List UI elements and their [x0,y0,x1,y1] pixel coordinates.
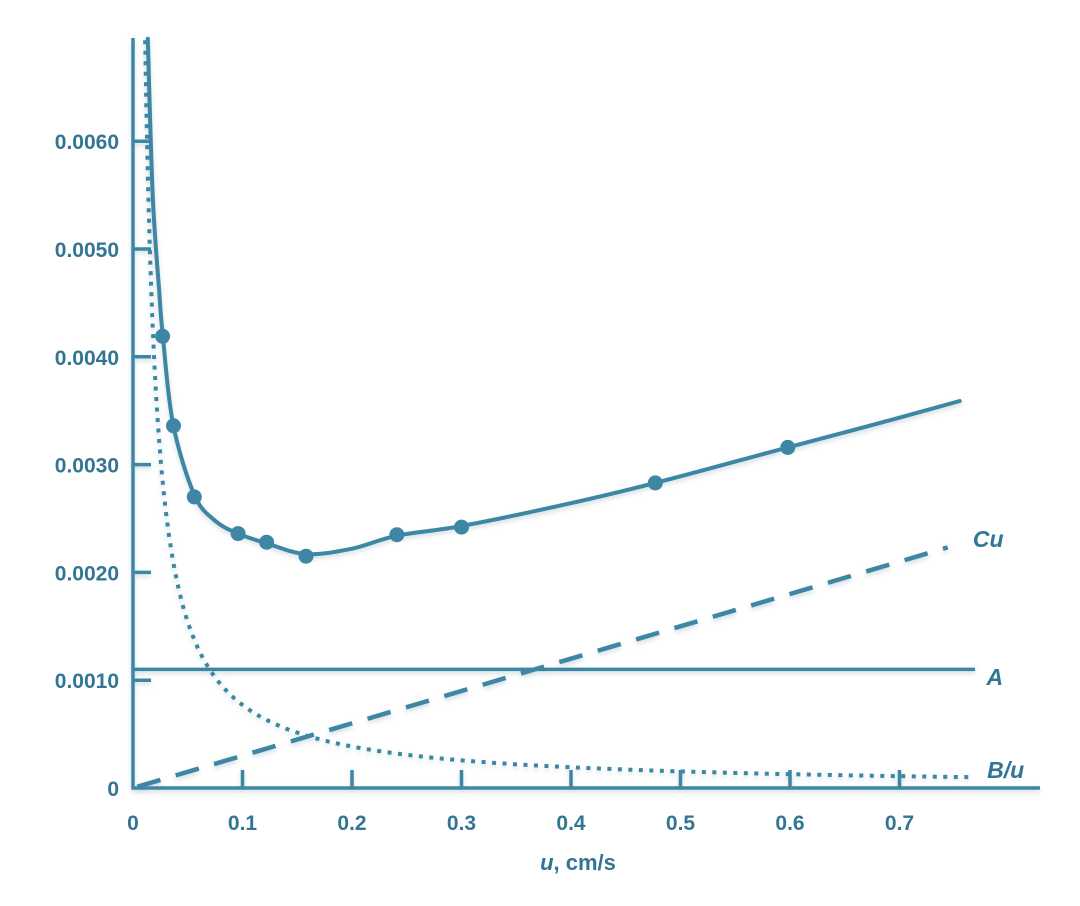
labels-group: 0 0.1 0.2 0.3 0.4 0.5 0.6 0.7 0 0.0010 0.0020 0.003… [55,131,1024,875]
data-point [298,548,314,564]
x-tick-label: 0.4 [556,812,586,835]
x-tick-label: 0.6 [775,812,804,835]
x-tick-label: 0.7 [885,812,914,835]
Cu-term-line [136,545,949,789]
x-axis-title-units: , cm/s [554,850,616,875]
curve-label-Cu: Cu [973,526,1004,552]
data-point [259,534,275,550]
x-tick-label: 0 [127,812,139,835]
data-point [155,328,171,344]
curve-label-B-u: B/u [987,757,1024,783]
total-plate-height-curve [145,36,962,557]
data-point [166,418,181,434]
B-over-u-term-curve [143,40,970,780]
y-tick-label: 0.0010 [55,670,119,693]
y-tick-label: 0.0020 [55,562,119,585]
y-tick-label: 0.0030 [55,455,119,478]
axes-group [131,38,1040,790]
y-tick-label: 0 [107,778,119,801]
x-tick-label: 0.5 [666,812,696,835]
y-tick-label: 0.0040 [55,347,119,370]
x-tick-label: 0.1 [228,812,258,835]
x-axis-title: u, cm/s [540,850,616,875]
x-axis-title-variable: u [540,850,554,875]
curves-group [133,36,976,789]
data-point [389,527,405,543]
x-tick-label: 0.2 [337,812,366,835]
data-point [647,475,663,491]
curve-label-A: A [985,664,1003,690]
data-point [230,526,246,542]
y-tick-label: 0.0060 [55,131,119,154]
data-point [186,489,202,505]
data-point [780,439,796,455]
axis-lines [131,38,1040,790]
y-tick-label: 0.0050 [55,239,119,262]
data-points-group [155,328,796,564]
data-point [454,519,469,535]
x-tick-label: 0.3 [447,812,476,835]
